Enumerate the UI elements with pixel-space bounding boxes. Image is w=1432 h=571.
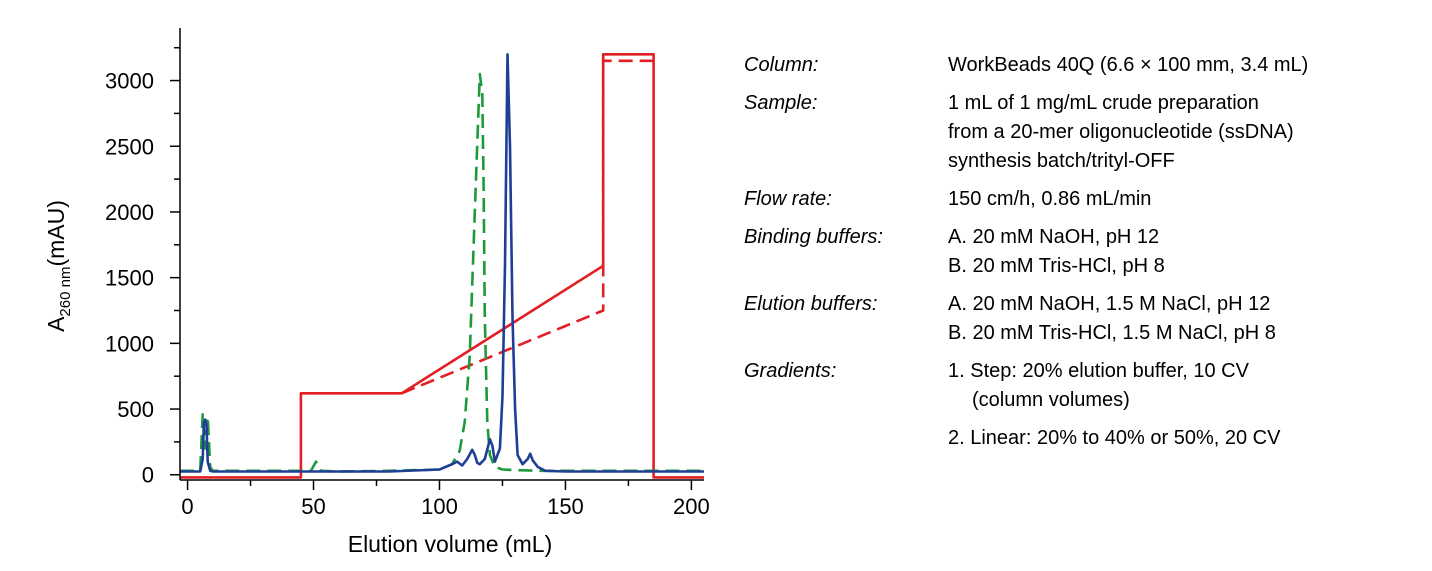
y-tick-label: 1000	[105, 331, 154, 356]
info-row: Column: WorkBeads 40Q (6.6 × 100 mm, 3.4 …	[744, 51, 1424, 80]
info-value-line: 1. Step: 20% elution buffer, 10 CV	[948, 360, 1249, 382]
info-value-line: B. 20 mM Tris-HCl, pH 8	[948, 255, 1165, 277]
x-tick-label: 100	[421, 494, 458, 519]
info-value-line: from a 20-mer oligonucleotide (ssDNA)	[948, 121, 1294, 143]
info-row: Flow rate: 150 cm/h, 0.86 mL/min	[744, 185, 1424, 214]
info-values: 2. Linear: 20% to 40% or 50%, 20 CV	[948, 424, 1424, 453]
x-tick-label: 0	[181, 494, 193, 519]
y-tick-label: 0	[142, 463, 154, 488]
gradient-line-dashed	[401, 59, 654, 395]
y-axis-title-unit: (mAU)	[43, 200, 69, 266]
gradient-line-solid	[180, 53, 704, 479]
info-values: A. 20 mM NaOH, pH 12 B. 20 mM Tris-HCl, p…	[948, 223, 1424, 281]
info-label: Sample:	[744, 92, 818, 114]
info-values: 1 mL of 1 mg/mL crude preparation from a …	[948, 89, 1424, 176]
y-tick-label: 1500	[105, 266, 154, 291]
info-value-line: 150 cm/h, 0.86 mL/min	[948, 188, 1152, 210]
info-label: Elution buffers:	[744, 293, 878, 315]
absorbance-trace-dashed	[180, 72, 704, 473]
axis-layer	[179, 28, 704, 481]
info-values: 1. Step: 20% elution buffer, 10 CV (colum…	[948, 357, 1424, 415]
info-value-line: 2. Linear: 20% to 40% or 50%, 20 CV	[948, 427, 1281, 449]
info-value-line: (column volumes)	[972, 389, 1130, 411]
y-tick-label: 2500	[105, 134, 154, 159]
series-layer	[180, 53, 704, 479]
y-tick-label: 2000	[105, 200, 154, 225]
info-row: Sample: 1 mL of 1 mg/mL crude preparation…	[744, 89, 1424, 176]
info-value-line: A. 20 mM NaOH, 1.5 M NaCl, pH 12	[948, 293, 1271, 315]
x-tick-label: 200	[673, 494, 710, 519]
y-axis-title: A260 nm(mAU)	[43, 200, 74, 332]
info-label	[744, 424, 948, 453]
info-row: Binding buffers: A. 20 mM NaOH, pH 12 B. 2…	[744, 223, 1424, 281]
info-values: 150 cm/h, 0.86 mL/min	[948, 185, 1424, 214]
info-row: 2. Linear: 20% to 40% or 50%, 20 CV	[744, 424, 1424, 453]
y-tick-label: 500	[117, 397, 154, 422]
x-tick-label: 150	[547, 494, 584, 519]
info-row: Gradients: 1. Step: 20% elution buffer, 1…	[744, 357, 1424, 415]
x-axis-title: Elution volume (mL)	[348, 531, 553, 557]
info-label: Gradients:	[744, 360, 837, 382]
x-tick-label: 50	[301, 494, 325, 519]
info-label: Binding buffers:	[744, 226, 883, 248]
info-value-line: B. 20 mM Tris-HCl, 1.5 M NaCl, pH 8	[948, 322, 1276, 344]
info-value-line: A. 20 mM NaOH, pH 12	[948, 226, 1160, 248]
y-axis-title-main: A	[43, 316, 69, 332]
info-values: A. 20 mM NaOH, 1.5 M NaCl, pH 12 B. 20 mM…	[948, 290, 1424, 348]
y-axis-title-subscript: 260 nm	[57, 267, 74, 317]
ticks-layer: 0 500 1000 1500 2000 2500 3000 0 50 100 150 200	[105, 46, 710, 519]
info-value-line: synthesis batch/trityl-OFF	[948, 150, 1175, 172]
absorbance-trace-solid	[180, 53, 704, 473]
chromatogram-chart: 0 500 1000 1500 2000 2500 3000 0 50 100 150 200 Elu…	[43, 28, 710, 557]
info-label: Flow rate:	[744, 188, 832, 210]
info-label: Column:	[744, 54, 819, 76]
y-tick-label: 3000	[105, 69, 154, 94]
info-value-line: 1 mL of 1 mg/mL crude preparation	[948, 92, 1259, 114]
info-values: WorkBeads 40Q (6.6 × 100 mm, 3.4 mL)	[948, 51, 1424, 80]
info-row: Elution buffers: A. 20 mM NaOH, 1.5 M NaC…	[744, 290, 1424, 348]
info-value-line: WorkBeads 40Q (6.6 × 100 mm, 3.4 mL)	[948, 54, 1309, 76]
method-info-panel: Column: WorkBeads 40Q (6.6 × 100 mm, 3.4 …	[744, 51, 1424, 462]
